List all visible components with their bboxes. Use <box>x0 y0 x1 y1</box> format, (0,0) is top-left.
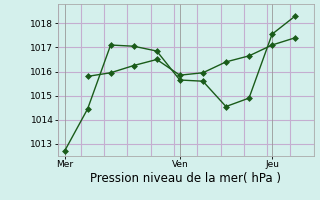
X-axis label: Pression niveau de la mer( hPa ): Pression niveau de la mer( hPa ) <box>90 172 281 185</box>
